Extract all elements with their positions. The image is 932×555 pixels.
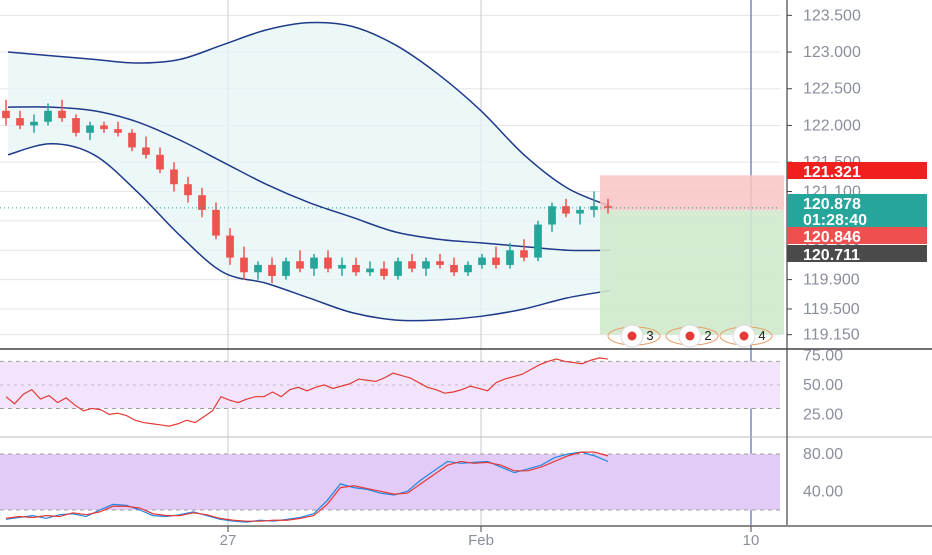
price-tick-label: 122.000 [803,117,861,134]
stoch-tick-label: 80.00 [803,446,843,463]
price-tag [787,210,927,227]
candle-body [30,121,38,126]
candle-body [268,264,276,276]
bollinger-bands [7,21,611,322]
event-count: 2 [704,328,711,343]
candle-body [338,264,346,269]
time-tick-label: 27 [220,532,237,549]
price-tick-label: 122.500 [803,81,861,98]
candle-body [534,224,542,258]
bollinger-lower [7,143,611,322]
candle-body [226,235,234,258]
event-dot [627,331,637,341]
price-tick-label: 119.500 [803,301,860,318]
price-tick-label: 123.000 [803,44,861,61]
price-tag [787,194,927,211]
candle-body [576,209,584,214]
stoch-d-line [5,451,609,522]
bollinger-middle [7,106,611,252]
rsi-tick-label: 25.00 [803,406,843,423]
event-dot [739,331,749,341]
bollinger-fill [8,22,610,321]
stop-zone [600,175,784,211]
candles [0,99,780,284]
time-tick-label: 10 [743,532,760,549]
event-count: 4 [758,328,765,343]
candle-body [100,125,108,130]
candle-body [184,184,192,196]
candle-body [436,261,444,265]
price-tag [787,162,927,179]
price-tag-label: 01:28:40 [803,212,867,229]
rsi-line [5,357,609,427]
bollinger-upper [7,21,611,207]
candle-body [58,110,66,119]
candle-body [72,118,80,133]
candle-body [44,110,52,122]
candle-body [282,261,290,276]
stoch-band [0,454,780,510]
candle-body [450,264,458,273]
candle-body [408,261,416,269]
candle-body [240,257,248,273]
candle-body [548,206,556,225]
candle-body [352,264,360,273]
candle-body [464,264,472,273]
price-tag [787,227,927,244]
candle-body [310,257,318,269]
candle-body [114,129,122,133]
candle-body [324,257,332,269]
price-tag-label: 121.321 [803,164,861,181]
candle-body [478,257,486,265]
candle-body [86,125,94,133]
price-tick-label: 123.500 [803,7,861,24]
candle-body [506,250,514,265]
candle-body [422,261,430,269]
rsi-tick-label: 50.00 [803,377,843,394]
candle-body [366,268,374,273]
candle-body [296,261,304,269]
candle-body [380,268,388,276]
candle-body [590,206,598,210]
position-tool[interactable]: 3 2 4 [600,175,784,348]
candle-body [16,118,24,126]
rsi-pane [0,357,780,427]
candle-body [562,206,570,214]
candle-body [212,209,220,236]
event-count: 3 [646,328,653,343]
candle-body [128,132,136,148]
rsi-band [0,361,780,409]
candle-body [520,250,528,258]
rsi-tick-label: 75.00 [803,348,843,365]
candle-body [156,154,164,170]
stoch-k-line [5,451,609,523]
time-axis: 27 Feb 10 [220,526,760,549]
candle-body [198,195,206,210]
candle-body [492,257,500,265]
stoch-tick-label: 40.00 [803,483,843,500]
price-tick-label: 119.900 [803,272,860,289]
price-tag-label: 120.846 [803,229,861,246]
time-tick-label: Feb [468,532,494,549]
event-dot [685,331,695,341]
stochastic-pane [0,451,780,523]
target-zone [600,210,784,335]
candle-body [170,169,178,185]
candle-body [394,261,402,276]
price-tag [787,245,927,262]
price-tag-label: 120.711 [803,247,860,264]
candle-body [254,264,262,273]
candle-body [142,147,150,155]
price-tag-label: 120.878 [803,196,861,213]
price-tick-label: 119.150 [803,327,860,344]
candle-body [2,110,10,119]
candle-body [604,206,612,208]
